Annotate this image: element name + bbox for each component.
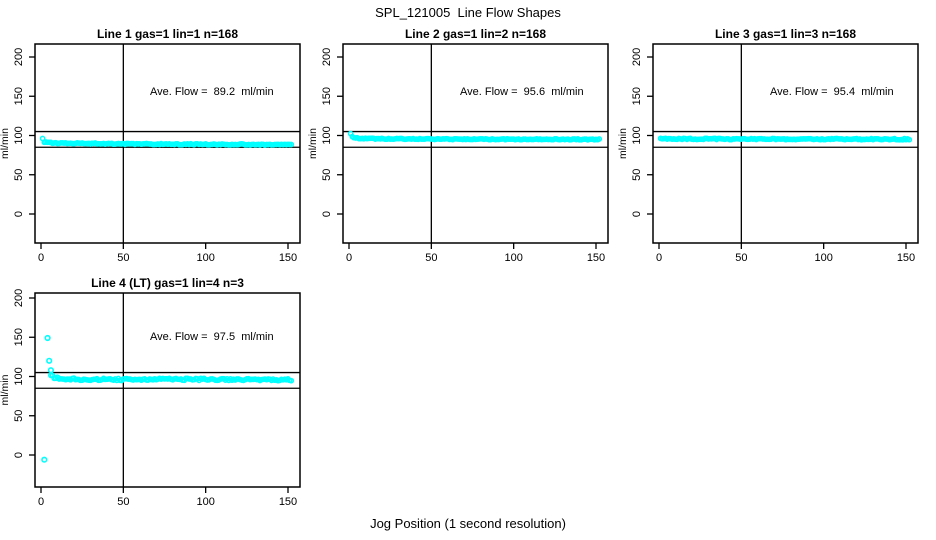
svg-text:100: 100 — [321, 126, 333, 144]
svg-text:100: 100 — [631, 126, 643, 144]
subplot-4-box — [34, 292, 301, 488]
subplot-3-reference-lines — [653, 44, 918, 243]
svg-text:150: 150 — [897, 252, 915, 264]
svg-text:100: 100 — [814, 252, 832, 264]
svg-text:150: 150 — [13, 328, 25, 346]
svg-text:50: 50 — [425, 252, 437, 264]
svg-text:50: 50 — [117, 252, 129, 264]
subplot-1-box — [34, 43, 301, 244]
subplot-1-y-axis-label: ml/min — [0, 128, 11, 159]
subplot-2-reference-lines — [343, 44, 608, 243]
svg-text:0: 0 — [656, 252, 662, 264]
subplot-3: 0 50 100 150 200 0 50 100 150 ml/min — [617, 43, 919, 264]
svg-text:150: 150 — [13, 87, 25, 105]
subplot-2-box — [342, 43, 609, 244]
svg-text:200: 200 — [13, 289, 25, 307]
svg-text:200: 200 — [321, 48, 333, 66]
subplot-2-data-points — [347, 130, 603, 143]
subplot-4-data-points — [41, 334, 295, 463]
subplot-2-title: Line 2 gas=1 lin=2 n=168 — [404, 27, 547, 41]
svg-text:100: 100 — [13, 367, 25, 385]
svg-text:150: 150 — [631, 87, 643, 105]
svg-text:100: 100 — [196, 252, 214, 264]
svg-text:100: 100 — [504, 252, 522, 264]
subplot-3-box — [652, 43, 919, 244]
chart-title: SPL_121005 Line Flow Shapes — [375, 5, 561, 20]
subplot-1-axes: 0 50 100 150 200 0 50 100 150 ml/min — [0, 48, 297, 264]
svg-text:0: 0 — [13, 452, 25, 458]
subplot-4: 0 50 100 150 200 0 50 100 150 ml/min — [0, 289, 301, 508]
subplot-2-ave-flow-annotation: Ave. Flow = 95.6 ml/min — [460, 86, 584, 98]
subplot-2-axes: 0 50 100 150 200 0 50 100 150 ml/min — [307, 48, 605, 264]
svg-text:100: 100 — [13, 126, 25, 144]
svg-text:50: 50 — [321, 169, 333, 181]
subplot-1-ave-flow-annotation: Ave. Flow = 89.2 ml/min — [150, 86, 274, 98]
svg-text:50: 50 — [117, 496, 129, 508]
svg-text:200: 200 — [13, 48, 25, 66]
svg-text:150: 150 — [587, 252, 605, 264]
svg-text:50: 50 — [13, 169, 25, 181]
subplot-3-data-points — [657, 135, 913, 143]
subplot-2-y-axis-label: ml/min — [307, 128, 319, 159]
subplot-1-title: Line 1 gas=1 lin=1 n=168 — [96, 27, 239, 41]
svg-text:50: 50 — [735, 252, 747, 264]
svg-text:0: 0 — [38, 496, 44, 508]
svg-text:150: 150 — [279, 496, 297, 508]
svg-text:0: 0 — [13, 211, 25, 217]
svg-text:200: 200 — [631, 48, 643, 66]
svg-text:0: 0 — [321, 211, 333, 217]
svg-text:100: 100 — [196, 496, 214, 508]
subplot-2: 0 50 100 150 200 0 50 100 150 ml/min — [307, 43, 609, 264]
svg-text:150: 150 — [279, 252, 297, 264]
subplot-3-axes: 0 50 100 150 200 0 50 100 150 ml/min — [617, 48, 915, 264]
subplot-4-y-axis-label: ml/min — [0, 374, 11, 405]
subplot-1: 0 50 100 150 200 0 50 100 150 ml/min — [0, 43, 301, 264]
subplot-4-ave-flow-annotation: Ave. Flow = 97.5 ml/min — [150, 331, 274, 343]
svg-text:0: 0 — [346, 252, 352, 264]
subplot-3-title: Line 3 gas=1 lin=3 n=168 — [714, 27, 857, 41]
subplot-3-y-axis-label: ml/min — [617, 128, 629, 159]
svg-text:50: 50 — [631, 169, 643, 181]
svg-text:150: 150 — [321, 87, 333, 105]
svg-text:50: 50 — [13, 410, 25, 422]
subplot-1-data-points — [39, 135, 295, 148]
subplot-4-title: Line 4 (LT) gas=1 lin=4 n=3 — [91, 276, 244, 290]
svg-text:0: 0 — [38, 252, 44, 264]
subplot-4-axes: 0 50 100 150 200 0 50 100 150 ml/min — [0, 289, 297, 508]
subplot-3-ave-flow-annotation: Ave. Flow = 95.4 ml/min — [770, 86, 894, 98]
subplot-4-reference-lines — [35, 293, 300, 487]
x-axis-label: Jog Position (1 second resolution) — [370, 516, 566, 531]
svg-text:0: 0 — [631, 211, 643, 217]
